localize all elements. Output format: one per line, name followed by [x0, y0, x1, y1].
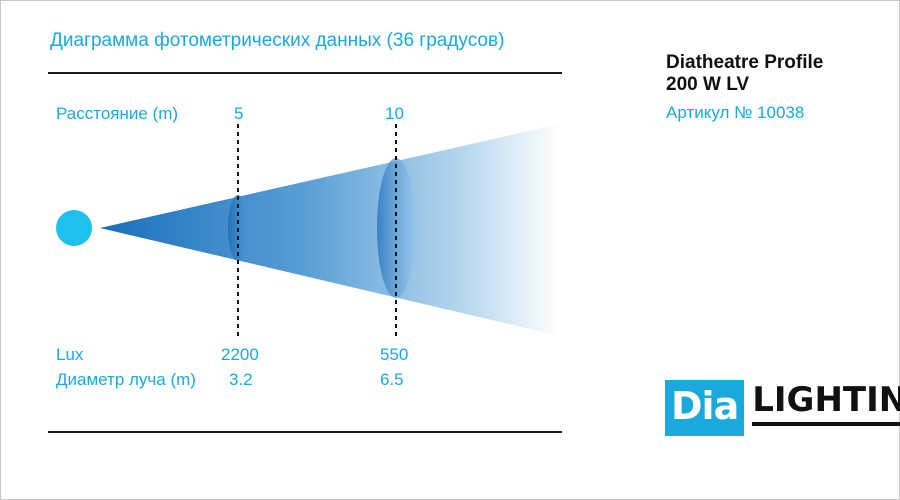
- product-name-line1: Diatheatre Profile: [666, 52, 824, 73]
- dialighting-logo: Dia LIGHTING: [665, 380, 900, 436]
- logo-lighting: LIGHTING: [752, 380, 900, 426]
- product-name-line2: 200 W LV: [666, 74, 750, 95]
- light-source: [56, 210, 92, 246]
- distance-value-1: 5: [234, 104, 244, 123]
- light-beam: [100, 124, 560, 336]
- top-divider: [48, 72, 562, 74]
- article-number: Артикул № 10038: [666, 103, 805, 122]
- distance-value-2: 10: [385, 104, 404, 123]
- diameter-label: Диаметр луча (m): [56, 370, 196, 389]
- lux-label: Lux: [56, 345, 84, 364]
- distance-label: Расстояние (m): [56, 104, 179, 123]
- product-name: Diatheatre Profile 200 W LV: [666, 52, 823, 96]
- diameter-value-1: 3.2: [229, 370, 253, 389]
- bottom-divider: [48, 431, 562, 433]
- logo-dia: Dia: [665, 380, 745, 436]
- lux-value-1: 2200: [221, 345, 259, 364]
- lux-value-2: 550: [380, 345, 409, 364]
- diagram-title: Диаграмма фотометрических данных (36 гра…: [50, 30, 505, 51]
- diameter-value-2: 6.5: [380, 370, 404, 389]
